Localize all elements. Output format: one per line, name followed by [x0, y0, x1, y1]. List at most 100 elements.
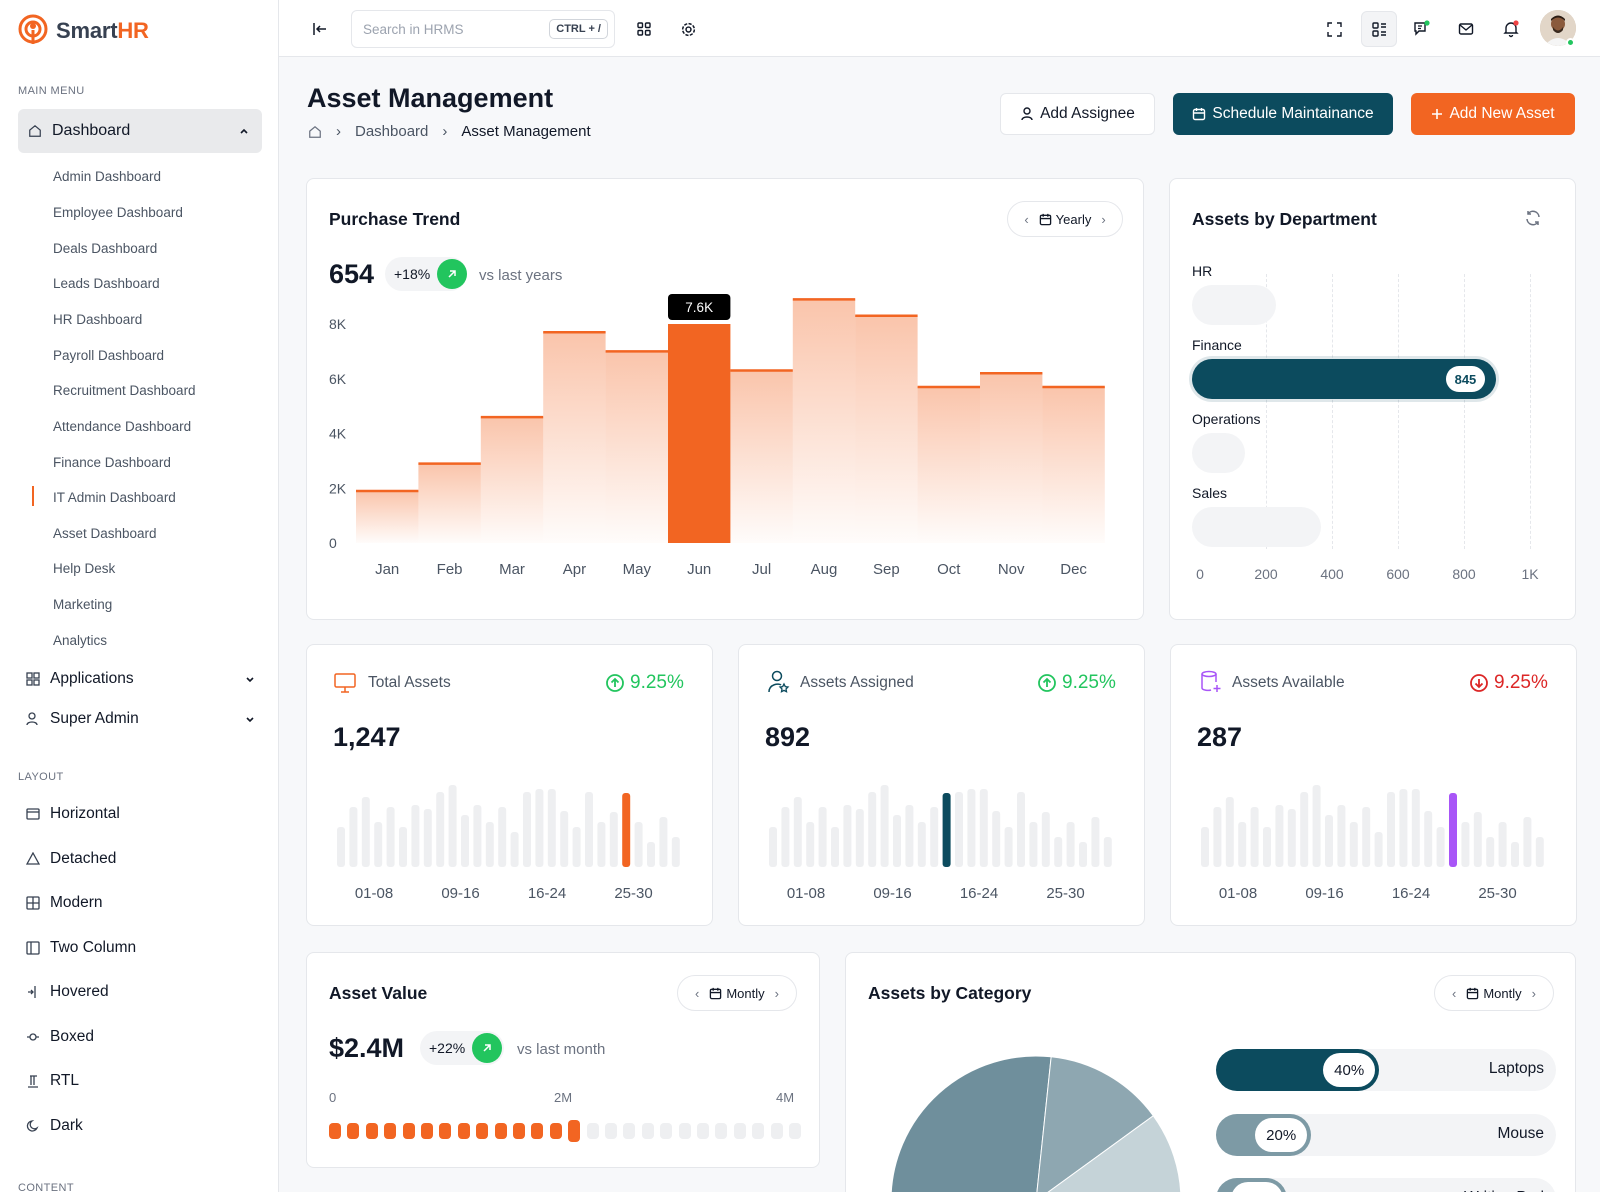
sidebar-item-boxed[interactable]: Boxed	[26, 1028, 256, 1046]
chevron-left-icon[interactable]: ‹	[1452, 985, 1457, 1001]
chevron-left-icon[interactable]: ‹	[695, 985, 700, 1001]
assets-by-department-card: Assets by Department 0 200 400 600 800 1K HR Fi…	[1169, 178, 1576, 620]
chat-icon	[1414, 20, 1430, 36]
asset-value-progress	[329, 1120, 801, 1142]
sidebar-subitem-asset-dashboard[interactable]: Asset Dashboard	[53, 526, 157, 541]
user-shield-icon	[26, 712, 38, 726]
mini-bar	[386, 807, 395, 867]
refresh-icon[interactable]	[1524, 209, 1542, 227]
sidebar-item-applications[interactable]: Applications	[26, 670, 256, 688]
dashboard-switch-button[interactable]	[1361, 11, 1397, 47]
change-value: +22%	[429, 1040, 466, 1056]
period-selector[interactable]: ‹ Yearly ›	[1007, 201, 1123, 237]
sidebar-item-super-admin[interactable]: Super Admin	[26, 710, 256, 728]
add-assignee-button[interactable]: Add Assignee	[1000, 93, 1155, 135]
fullscreen-icon	[1326, 21, 1342, 37]
progress-segment	[752, 1123, 765, 1139]
sidebar-item-hovered[interactable]: Hovered	[26, 983, 256, 1001]
add-new-asset-button[interactable]: Add New Asset	[1411, 93, 1575, 135]
brand-logo[interactable]: SmartHR	[16, 14, 149, 48]
collapse-sidebar-button[interactable]	[309, 18, 331, 40]
mini-bar	[1250, 807, 1259, 867]
bar-nov[interactable]	[980, 373, 1043, 543]
chevron-right-icon[interactable]: ›	[774, 985, 779, 1001]
progress-segment	[384, 1123, 397, 1139]
category-name: Mouse	[1497, 1125, 1544, 1142]
bar-jan[interactable]	[356, 490, 419, 543]
chevron-right-icon[interactable]: ›	[1101, 211, 1106, 227]
category-bar-writing-pad[interactable]: 15% Writing Pad	[1216, 1178, 1556, 1192]
bar-mar[interactable]	[480, 417, 544, 543]
sidebar-item-horizontal[interactable]: Horizontal	[26, 805, 256, 823]
mini-bar	[361, 797, 370, 867]
sidebar-subitem-deals-dashboard[interactable]: Deals Dashboard	[53, 241, 158, 256]
category-bar-laptops[interactable]: 40% Laptops	[1216, 1049, 1556, 1091]
sidebar-subitem-finance-dashboard[interactable]: Finance Dashboard	[53, 455, 171, 470]
grid-line	[1530, 274, 1531, 549]
bar-aug[interactable]	[792, 299, 856, 543]
department-bar-operations[interactable]	[1192, 433, 1245, 473]
mini-bar	[1066, 822, 1075, 867]
progress-segment	[733, 1123, 746, 1139]
period-selector[interactable]: ‹ Montly ›	[677, 975, 797, 1011]
sidebar-subitem-analytics[interactable]: Analytics	[53, 633, 108, 648]
notifications-button[interactable]	[1500, 18, 1522, 40]
apps-grid-button[interactable]	[633, 18, 655, 40]
chevron-left-icon[interactable]: ‹	[1024, 211, 1029, 227]
sidebar-item-modern[interactable]: Modern	[26, 894, 256, 912]
chevron-right-icon[interactable]: ›	[1531, 985, 1536, 1001]
sidebar-subitem-leads-dashboard[interactable]: Leads Dashboard	[53, 276, 160, 291]
sidebar-subitem-employee-dashboard[interactable]: Employee Dashboard	[53, 205, 183, 220]
sidebar-subitem-it-admin-dashboard[interactable]: IT Admin Dashboard	[53, 490, 176, 505]
sidebar-subitem-recruitment-dashboard[interactable]: Recruitment Dashboard	[53, 383, 196, 398]
mini-bar	[423, 809, 432, 867]
pie-slice-writing-pad[interactable]	[1036, 1115, 1182, 1192]
sidebar-subitem-attendance-dashboard[interactable]: Attendance Dashboard	[53, 419, 192, 434]
progress-segment	[641, 1123, 654, 1139]
department-bar-sales[interactable]	[1192, 507, 1321, 547]
home-icon[interactable]	[308, 125, 322, 139]
search-input[interactable]	[363, 21, 550, 37]
pie-slice-laptops[interactable]	[890, 1055, 1052, 1192]
mini-bar	[1004, 827, 1013, 867]
bar-apr[interactable]	[543, 332, 606, 543]
department-bar-hr[interactable]	[1192, 285, 1277, 325]
calendar-icon	[1039, 213, 1051, 225]
category-bar-mouse[interactable]: 20% Mouse	[1216, 1114, 1556, 1156]
mini-bar	[1362, 807, 1371, 867]
compare-text: vs last month	[517, 1041, 606, 1058]
schedule-maintenance-button[interactable]: Schedule Maintainance	[1173, 93, 1393, 135]
sidebar-subitem-hr-dashboard[interactable]: HR Dashboard	[53, 312, 143, 327]
progress-segment	[715, 1123, 728, 1139]
bar-sep[interactable]	[855, 315, 918, 543]
sidebar-subitem-payroll-dashboard[interactable]: Payroll Dashboard	[53, 348, 165, 363]
sidebar-item-dark[interactable]: Dark	[26, 1117, 256, 1135]
sidebar-item-label: Detached	[50, 850, 117, 867]
logo-icon	[18, 14, 48, 44]
period-selector[interactable]: ‹ Montly ›	[1434, 975, 1554, 1011]
sidebar-item-detached[interactable]: Detached	[26, 850, 256, 868]
bar-jun[interactable]	[668, 324, 731, 543]
settings-button[interactable]	[677, 18, 699, 40]
sidebar-item-rtl[interactable]: RTL	[26, 1072, 256, 1090]
grid-layout-icon	[26, 896, 40, 910]
bar-dec[interactable]	[1042, 386, 1105, 543]
x-tick-label: 09-16	[1305, 885, 1343, 902]
calendar-icon	[1467, 987, 1479, 999]
department-bar-finance[interactable]	[1192, 359, 1496, 399]
sidebar-subitem-help-desk[interactable]: Help Desk	[53, 561, 116, 576]
mini-bar	[436, 792, 445, 867]
sidebar-item-two-column[interactable]: Two Column	[26, 939, 256, 957]
sidebar-item-dashboard[interactable]: Dashboard	[18, 109, 262, 153]
bar-oct[interactable]	[917, 386, 980, 543]
sidebar-subitem-admin-dashboard[interactable]: Admin Dashboard	[53, 169, 162, 184]
chat-button[interactable]	[1411, 18, 1433, 40]
breadcrumb-link-dashboard[interactable]: Dashboard	[355, 123, 429, 140]
mail-button[interactable]	[1455, 18, 1477, 40]
bar-jul[interactable]	[730, 370, 793, 543]
sidebar-subitem-marketing[interactable]: Marketing	[53, 597, 113, 612]
bar-feb[interactable]	[418, 463, 481, 543]
bar-may[interactable]	[605, 351, 668, 543]
fullscreen-button[interactable]	[1323, 18, 1345, 40]
pie-slice-mouse[interactable]	[1036, 1056, 1155, 1192]
